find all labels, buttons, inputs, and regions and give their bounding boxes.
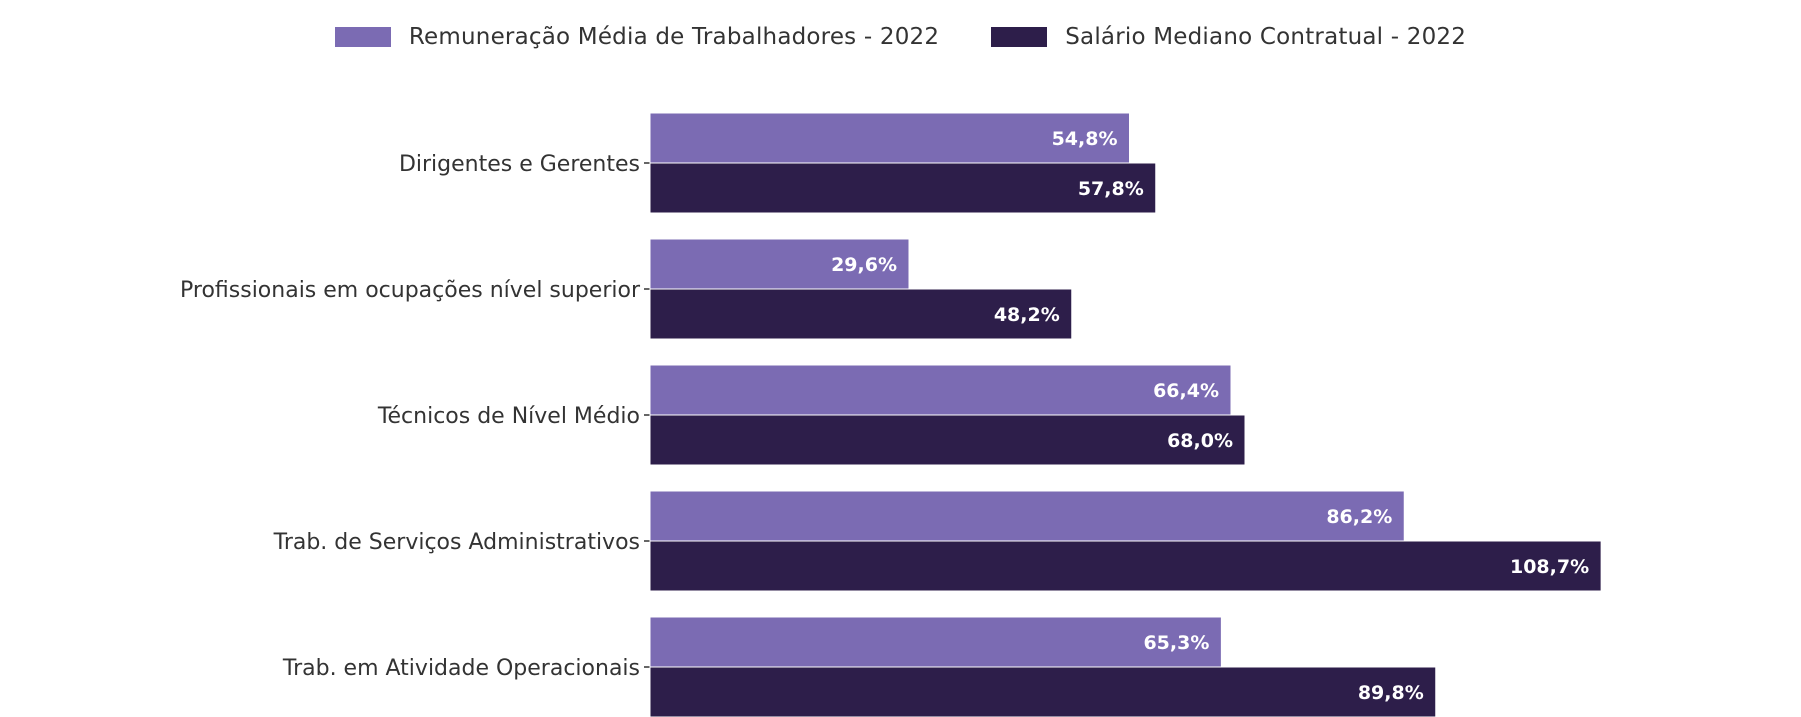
bar-s1-4 [649, 666, 1437, 717]
legend-label-remuneracao: Remuneração Média de Trabalhadores - 202… [408, 24, 940, 50]
category-label-1: Profissionais em ocupações nível superio… [180, 278, 641, 303]
legend-item-salario: Salário Mediano Contratual - 2022 [991, 24, 1466, 50]
data-label-s1-3: 108,7% [1510, 556, 1589, 578]
legend-label-salario: Salário Mediano Contratual - 2022 [1065, 24, 1467, 50]
bar-s0-1 [649, 238, 910, 290]
category-label-2: Técnicos de Nível Médio [377, 404, 640, 429]
bar-s1-2 [649, 414, 1246, 466]
data-label-s0-1: 29,6% [831, 254, 897, 276]
data-label-s1-1: 48,2% [994, 304, 1060, 326]
bar-s0-4 [649, 616, 1222, 668]
data-label-s1-2: 68,0% [1167, 430, 1233, 452]
category-label-0: Dirigentes e Gerentes [399, 152, 640, 177]
legend: Remuneração Média de Trabalhadores - 202… [0, 24, 1801, 50]
data-label-s1-4: 89,8% [1358, 682, 1424, 704]
data-label-s0-0: 54,8% [1052, 128, 1118, 150]
bar-s0-0 [649, 112, 1130, 164]
data-label-s0-2: 66,4% [1153, 380, 1219, 402]
bar-s0-2 [649, 364, 1232, 416]
category-label-3: Trab. de Serviços Administrativos [273, 530, 640, 555]
bar-s1-1 [649, 288, 1073, 340]
bar-s1-3 [649, 540, 1602, 592]
bar-s0-3 [649, 490, 1405, 542]
data-label-s1-0: 57,8% [1078, 178, 1144, 200]
legend-swatch-salario [991, 27, 1048, 47]
data-label-s0-3: 86,2% [1326, 506, 1392, 528]
data-label-s0-4: 65,3% [1143, 632, 1209, 654]
category-label-4: Trab. em Atividade Operacionais [282, 656, 640, 681]
legend-swatch-remuneracao [334, 27, 391, 47]
bar-s1-0 [649, 162, 1157, 214]
legend-item-remuneracao: Remuneração Média de Trabalhadores - 202… [334, 24, 940, 50]
